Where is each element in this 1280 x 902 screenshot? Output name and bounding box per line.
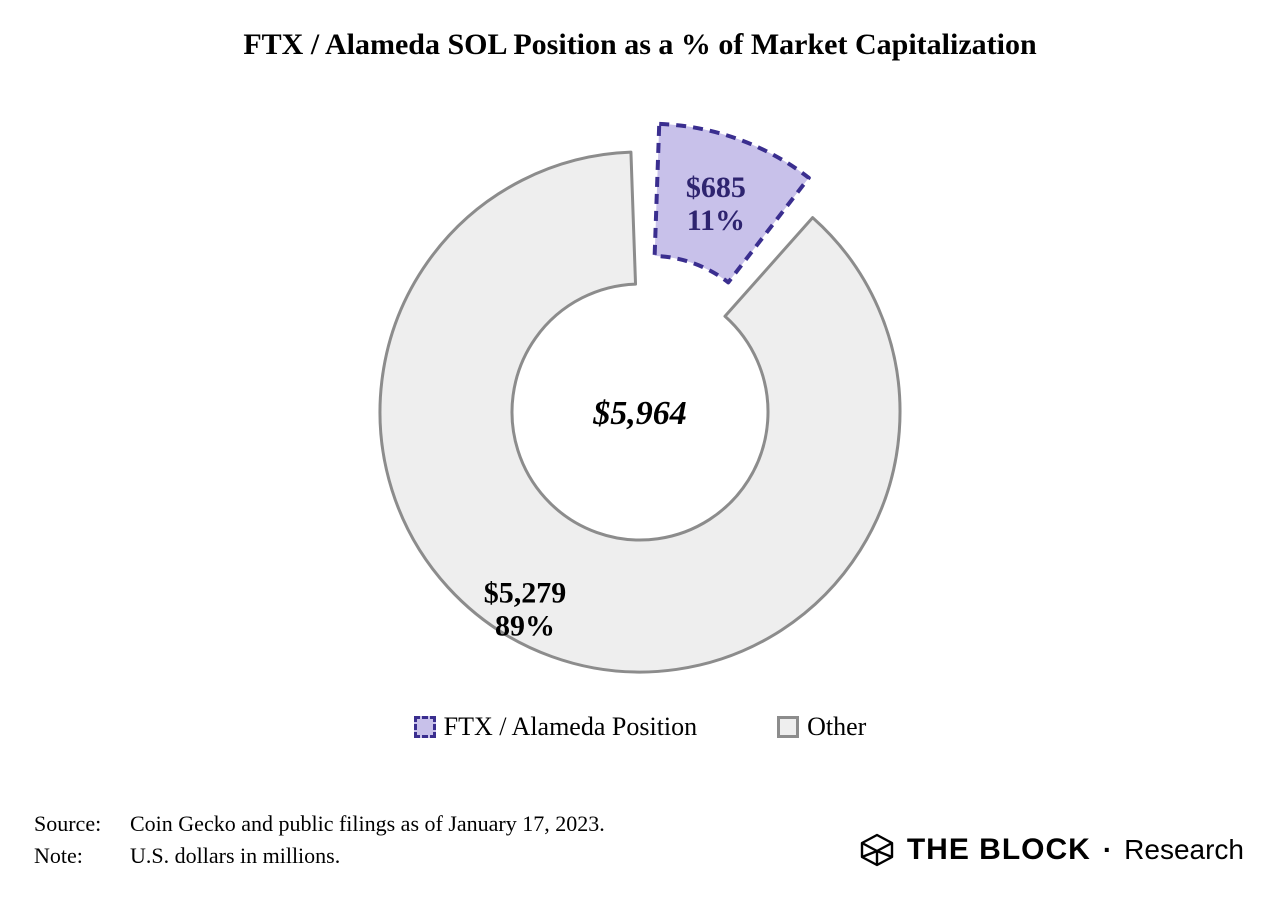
donut-chart-container: $68511% $5,27989% $5,964: [0, 82, 1280, 702]
footer-note-text: U.S. dollars in millions.: [130, 840, 340, 872]
footer-note-label: Note:: [34, 840, 104, 872]
slice-pct-other: 89%: [495, 610, 555, 643]
brand-sub-text: Research: [1124, 834, 1244, 866]
legend-swatch-1: [777, 716, 799, 738]
legend-swatch-0: [414, 716, 436, 738]
chart-title: FTX / Alameda SOL Position as a % of Mar…: [0, 0, 1280, 62]
legend-item-1: Other: [777, 712, 866, 742]
legend-label-1: Other: [807, 712, 866, 742]
brand-main-text: THE BLOCK: [907, 833, 1091, 867]
legend-label-0: FTX / Alameda Position: [444, 712, 698, 742]
legend: FTX / Alameda Position Other: [0, 712, 1280, 742]
brand-cube-icon: [859, 832, 895, 868]
donut-center-total: $5,964: [592, 395, 687, 432]
footer-source-text: Coin Gecko and public filings as of Janu…: [130, 808, 605, 840]
slice-pct-ftx: 11%: [687, 204, 745, 237]
footer-source-label: Source:: [34, 808, 104, 840]
footer: Source: Coin Gecko and public filings as…: [34, 808, 605, 872]
brand: THE BLOCK · Research: [859, 832, 1244, 868]
donut-chart: $68511% $5,27989% $5,964: [290, 82, 990, 702]
slice-value-other: $5,279: [484, 577, 567, 610]
legend-item-0: FTX / Alameda Position: [414, 712, 698, 742]
slice-value-ftx: $685: [686, 171, 746, 204]
brand-dot: ·: [1103, 834, 1112, 866]
